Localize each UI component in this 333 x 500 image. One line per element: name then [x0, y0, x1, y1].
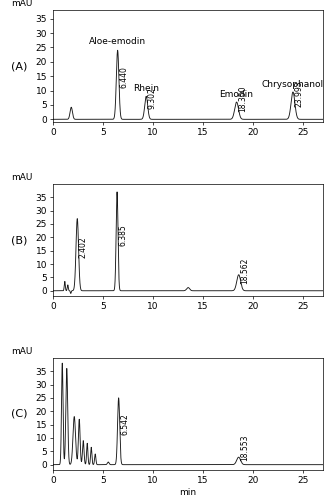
Text: 6.542: 6.542 — [120, 413, 129, 434]
Text: 6.440: 6.440 — [119, 66, 128, 88]
Text: 18.350: 18.350 — [238, 85, 247, 112]
Text: (A): (A) — [11, 61, 28, 71]
Text: 2.402: 2.402 — [79, 236, 88, 258]
Text: 18.562: 18.562 — [240, 257, 249, 283]
Text: 6.385: 6.385 — [119, 224, 128, 246]
Text: mAU: mAU — [11, 346, 33, 356]
Text: 18.553: 18.553 — [240, 435, 249, 462]
Text: Rhein: Rhein — [133, 84, 159, 94]
X-axis label: min: min — [179, 488, 197, 497]
Text: mAU: mAU — [11, 0, 33, 8]
Text: Chrysophanol: Chrysophanol — [262, 80, 324, 89]
Text: Aloe-emodin: Aloe-emodin — [89, 37, 146, 46]
Text: 23.993: 23.993 — [294, 80, 303, 107]
Text: (B): (B) — [11, 235, 28, 245]
Text: 9.302: 9.302 — [148, 87, 157, 109]
Text: mAU: mAU — [11, 172, 33, 182]
Text: Emodin: Emodin — [219, 90, 254, 99]
Text: (C): (C) — [11, 409, 28, 419]
